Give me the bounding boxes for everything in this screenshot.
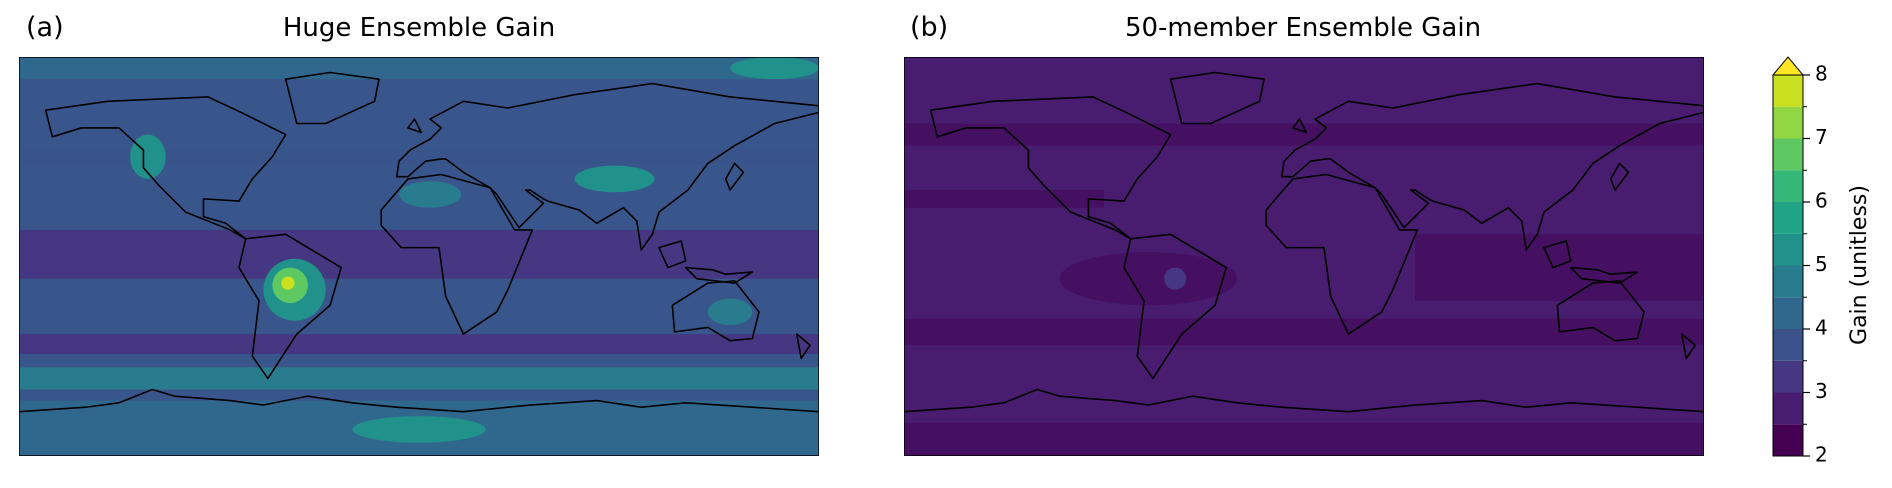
map-panel-b <box>904 57 1704 456</box>
tick-label: 8 <box>1815 62 1828 86</box>
tick-label: 7 <box>1815 125 1828 149</box>
colorbar-band <box>1773 75 1803 107</box>
tick-label: 2 <box>1815 443 1828 467</box>
colorbar-band <box>1773 106 1803 139</box>
panel-label: (b) <box>910 12 948 43</box>
colorbar-band <box>1773 424 1803 456</box>
colorbar-band <box>1773 265 1803 298</box>
colorbar-label: Gain (unitless) <box>1847 185 1872 345</box>
colorbar-band <box>1773 329 1803 361</box>
tick-label: 5 <box>1815 252 1828 276</box>
colorbar-band <box>1773 297 1803 329</box>
extend-arrow <box>1771 56 1805 76</box>
colorbar-band <box>1773 202 1803 234</box>
panel-label: (a) <box>26 12 64 43</box>
map-panel-a <box>19 57 819 456</box>
colorbar-band <box>1773 170 1803 202</box>
tick-label: 4 <box>1815 316 1828 340</box>
panel-title: Huge Ensemble Gain <box>283 13 555 43</box>
tick-label: 6 <box>1815 189 1828 213</box>
colorbar-band <box>1773 138 1803 171</box>
tick-label: 3 <box>1815 379 1828 403</box>
colorbar: 2 3 4 5 6 7 8 <box>1771 56 1828 467</box>
panel-title: 50-member Ensemble Gain <box>1125 13 1481 43</box>
colorbar-band <box>1773 233 1803 266</box>
colorbar-band <box>1773 392 1803 425</box>
colorbar-band <box>1773 360 1803 393</box>
